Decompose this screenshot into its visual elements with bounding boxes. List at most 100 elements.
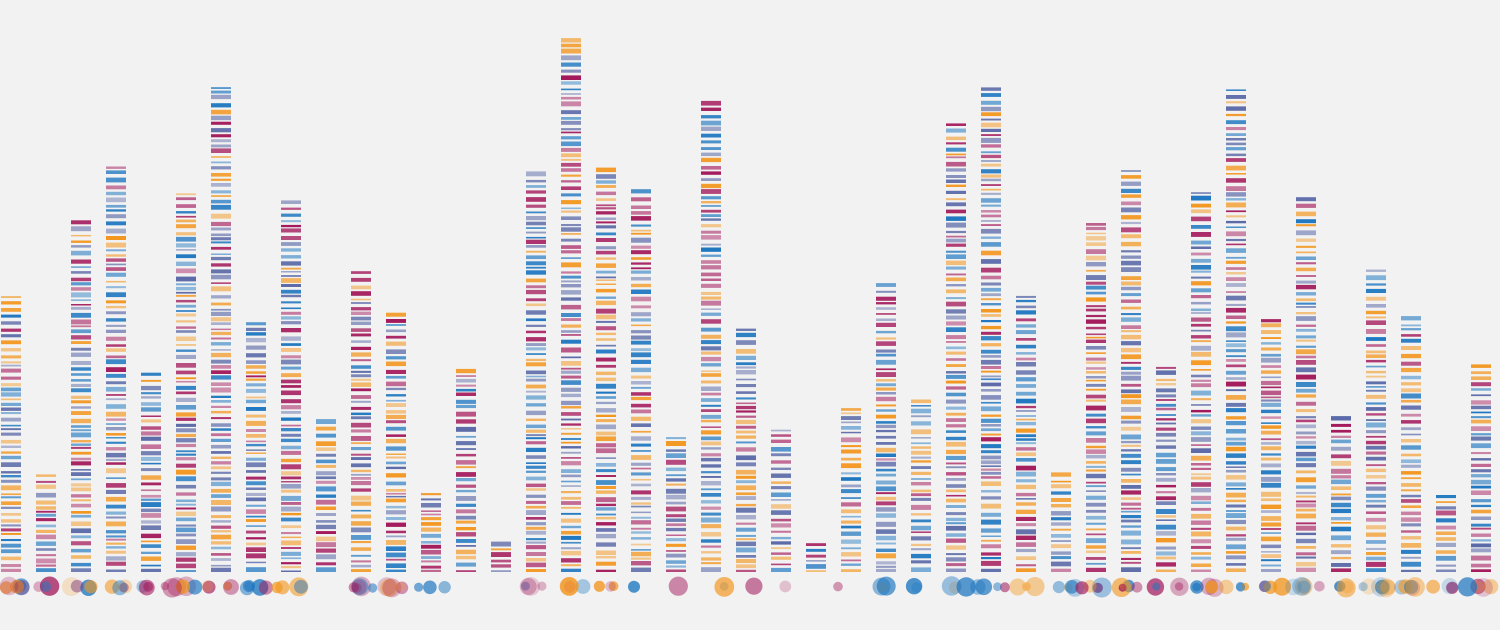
bar-stripe — [1471, 543, 1491, 548]
bar-stripe — [36, 568, 56, 572]
bar-stripe — [596, 288, 616, 293]
bar-stripe — [1086, 426, 1106, 429]
bar-stripe — [1226, 519, 1246, 525]
bar-stripe — [526, 285, 546, 289]
bar-stripe — [736, 564, 756, 569]
bar-stripe — [946, 153, 966, 156]
bar-stripe — [1191, 258, 1211, 263]
bar-stripe — [1296, 538, 1316, 544]
bar-stripe — [596, 448, 616, 454]
bar-stripe — [456, 515, 476, 520]
bar-stripe — [176, 438, 196, 443]
bar-stripe — [1366, 517, 1386, 522]
bar-stripe — [1366, 568, 1386, 572]
bar-stripe — [701, 140, 721, 144]
bar-stripe — [281, 438, 301, 443]
bar-stripe — [1016, 523, 1036, 527]
bar-stripe — [701, 363, 721, 367]
bar-stripe — [596, 414, 616, 417]
bar-stripe — [1261, 402, 1281, 407]
bar-stripe — [386, 461, 406, 465]
bar-stripe — [1121, 313, 1141, 316]
bar-stripe — [351, 370, 371, 373]
bar-stripe — [281, 271, 301, 273]
bar-stripe — [141, 544, 161, 548]
bar-stripe — [71, 483, 91, 487]
bar-stripe — [1156, 538, 1176, 543]
bar-stripe — [1226, 421, 1246, 426]
bar-stripe — [211, 144, 231, 148]
bar-stripe — [246, 509, 266, 514]
bar-stripe — [1121, 334, 1141, 340]
bar-stripe — [281, 207, 301, 210]
bar-stripe — [106, 236, 126, 240]
bar-stripe — [106, 441, 126, 444]
bar-stripe — [1401, 530, 1421, 533]
bar-stripe — [771, 541, 791, 545]
bar-stripe — [1121, 420, 1141, 424]
bar-stripe — [561, 280, 581, 283]
bar-stripe — [456, 496, 476, 501]
dot-marker — [1474, 578, 1493, 597]
bar-stripe — [701, 235, 721, 240]
bar-stripe — [211, 359, 231, 364]
bar-stripe — [981, 406, 1001, 412]
bar-stripe — [596, 436, 616, 442]
bar-stripe — [1401, 328, 1421, 331]
bar-stripe — [246, 443, 266, 447]
bar-stripe — [526, 476, 546, 481]
bar-stripe — [1086, 449, 1106, 454]
bar-stripe — [596, 513, 616, 516]
bar-stripe — [351, 429, 371, 433]
bar-stripe — [1331, 423, 1351, 427]
bar-stripe — [946, 557, 966, 562]
bar-stripe — [1401, 494, 1421, 498]
bar-stripe — [1191, 414, 1211, 417]
bar-stripe — [281, 517, 301, 522]
bar-stripe — [316, 499, 336, 505]
bar-stripe — [701, 171, 721, 175]
bar-stripe — [666, 534, 686, 536]
bar-stripe — [176, 377, 196, 380]
bar-stripe — [316, 480, 336, 484]
bar-stripe — [71, 271, 91, 274]
bar-stripe — [316, 524, 336, 530]
bar-stripe — [246, 470, 266, 473]
bar-stripe — [176, 563, 196, 569]
bar-stripe — [421, 493, 441, 496]
dot-marker — [61, 577, 81, 597]
bar-stripe — [631, 381, 651, 385]
bar-stripe — [841, 497, 861, 499]
bar-stripe — [281, 343, 301, 346]
bar-stripe — [701, 392, 721, 396]
bar-stripe — [1086, 388, 1106, 391]
bar-stripe — [526, 324, 546, 327]
bar-stripe — [176, 476, 196, 482]
bar-stripe — [71, 361, 91, 365]
bar-stripe — [281, 512, 301, 516]
bar-stripe — [386, 510, 406, 515]
bar-stripe — [736, 538, 756, 541]
bar-stripe — [386, 387, 406, 391]
bar-stripe — [631, 478, 651, 481]
bar-stripe — [771, 552, 791, 555]
bar-stripe — [71, 429, 91, 432]
bar-stripe — [701, 166, 721, 170]
bar-stripe — [246, 383, 266, 387]
bar-stripe — [211, 241, 231, 244]
bar-stripe — [141, 379, 161, 382]
bar-stripe — [1191, 216, 1211, 222]
bar-stripe — [946, 449, 966, 455]
bar-stripe — [386, 446, 406, 451]
bar-stripe — [351, 521, 371, 526]
dot-marker — [1241, 582, 1250, 591]
bar-stripe — [1296, 409, 1316, 413]
bar-stripe — [351, 298, 371, 301]
bar-stripe — [211, 166, 231, 170]
bar-stripe — [246, 525, 266, 527]
bar-stripe — [211, 199, 231, 204]
bar-stripe — [1471, 516, 1491, 520]
bar-stripe — [1366, 316, 1386, 319]
bar-stripe — [1, 387, 21, 392]
bar-stripe — [316, 562, 336, 566]
